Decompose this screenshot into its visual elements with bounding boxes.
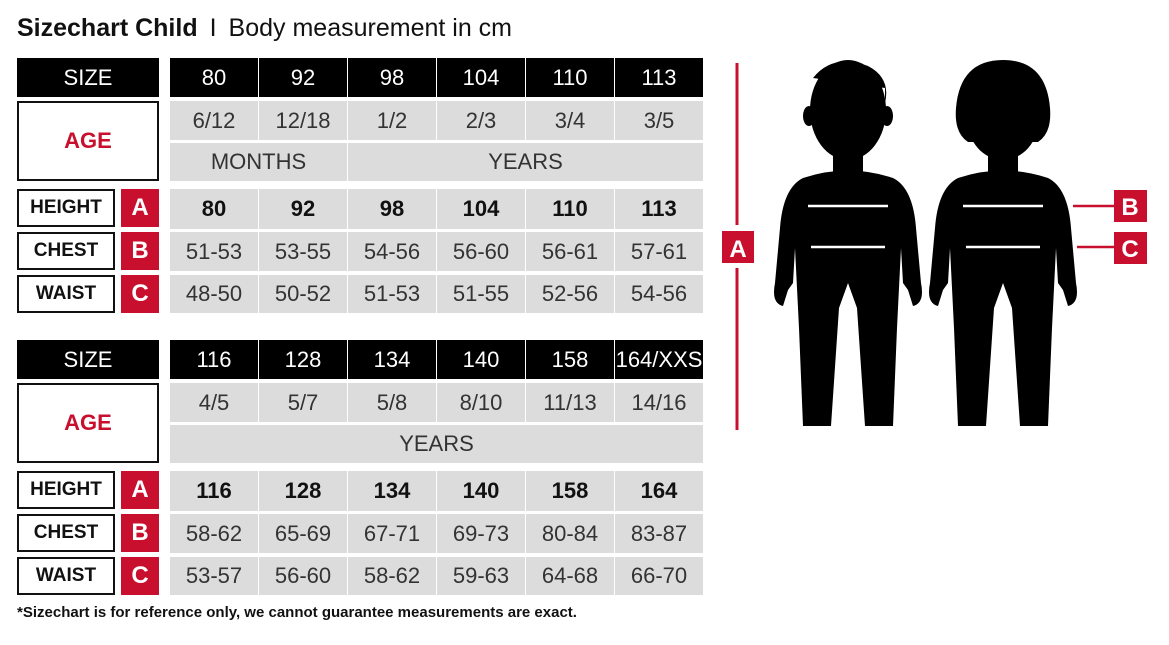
waist-label: WAIST — [17, 557, 115, 595]
age-value: 6/12 — [170, 101, 258, 140]
height-value: 128 — [259, 471, 347, 511]
waist-value: 56-60 — [259, 557, 347, 595]
waist-value: 59-63 — [437, 557, 525, 595]
height-letter-badge: A — [121, 471, 159, 509]
waist-value: 66-70 — [615, 557, 703, 595]
age-value: 1/2 — [348, 101, 436, 140]
chest-value: 65-69 — [259, 514, 347, 553]
chest-letter-badge: B — [121, 232, 159, 270]
waist-letter-badge: C — [121, 275, 159, 313]
age-value: 12/18 — [259, 101, 347, 140]
age-value: 14/16 — [615, 383, 703, 422]
waist-value: 51-53 — [348, 275, 436, 313]
marker-c-box — [1114, 232, 1147, 264]
marker-a-box — [722, 231, 754, 263]
chest-value: 51-53 — [170, 232, 258, 271]
size-value: 134 — [348, 340, 436, 379]
chest-value: 83-87 — [615, 514, 703, 553]
waist-value: 51-55 — [437, 275, 525, 313]
chest-label: CHEST — [17, 232, 115, 270]
boy-silhouette-icon — [774, 60, 922, 426]
chest-label: CHEST — [17, 514, 115, 552]
age-value: 5/7 — [259, 383, 347, 422]
girl-silhouette-icon — [929, 60, 1077, 426]
height-value: 116 — [170, 471, 258, 511]
age-unit: YEARS — [170, 425, 703, 463]
age-value: 5/8 — [348, 383, 436, 422]
title-main: Sizechart Child — [17, 14, 198, 42]
age-unit: MONTHS — [170, 143, 347, 181]
height-value: 80 — [170, 189, 258, 229]
height-letter-badge: A — [121, 189, 159, 227]
age-value: 3/5 — [615, 101, 703, 140]
height-value: 110 — [526, 189, 614, 229]
page-title: Sizechart Child I Body measurement in cm — [17, 14, 512, 43]
chest-value: 69-73 — [437, 514, 525, 553]
waist-label: WAIST — [17, 275, 115, 313]
size-value: 164/XXS — [615, 340, 703, 379]
height-value: 113 — [615, 189, 703, 229]
size-value: 98 — [348, 58, 436, 97]
size-value: 80 — [170, 58, 258, 97]
chest-value: 58-62 — [170, 514, 258, 553]
age-label: AGE — [17, 101, 159, 181]
marker-b-box — [1114, 190, 1147, 222]
chest-value: 80-84 — [526, 514, 614, 553]
chest-value: 56-61 — [526, 232, 614, 271]
size-value: 113 — [615, 58, 703, 97]
waist-value: 64-68 — [526, 557, 614, 595]
title-separator: I — [209, 14, 217, 42]
marker-b-label: B — [1121, 194, 1138, 221]
size-value: 116 — [170, 340, 258, 379]
age-value: 4/5 — [170, 383, 258, 422]
height-value: 158 — [526, 471, 614, 511]
height-value: 164 — [615, 471, 703, 511]
chest-value: 57-61 — [615, 232, 703, 271]
height-value: 92 — [259, 189, 347, 229]
waist-value: 52-56 — [526, 275, 614, 313]
waist-value: 50-52 — [259, 275, 347, 313]
age-label: AGE — [17, 383, 159, 463]
waist-letter-badge: C — [121, 557, 159, 595]
size-value: 92 — [259, 58, 347, 97]
age-value: 8/10 — [437, 383, 525, 422]
chest-value: 53-55 — [259, 232, 347, 271]
chest-value: 56-60 — [437, 232, 525, 271]
marker-a-label: A — [729, 236, 746, 263]
size-value: 128 — [259, 340, 347, 379]
waist-value: 48-50 — [170, 275, 258, 313]
height-value: 140 — [437, 471, 525, 511]
age-value: 11/13 — [526, 383, 614, 422]
chest-value: 67-71 — [348, 514, 436, 553]
size-value: 110 — [526, 58, 614, 97]
waist-value: 58-62 — [348, 557, 436, 595]
height-value: 98 — [348, 189, 436, 229]
height-label: HEIGHT — [17, 189, 115, 227]
footnote: *Sizechart is for reference only, we can… — [17, 604, 577, 621]
size-value: 158 — [526, 340, 614, 379]
size-value: 140 — [437, 340, 525, 379]
size-value: 104 — [437, 58, 525, 97]
title-subtitle: Body measurement in cm — [228, 14, 512, 42]
age-unit: YEARS — [348, 143, 703, 181]
chest-letter-badge: B — [121, 514, 159, 552]
size-header: SIZE — [17, 340, 159, 379]
height-value: 134 — [348, 471, 436, 511]
height-label: HEIGHT — [17, 471, 115, 509]
chest-value: 54-56 — [348, 232, 436, 271]
height-value: 104 — [437, 189, 525, 229]
waist-value: 54-56 — [615, 275, 703, 313]
marker-c-label: C — [1121, 236, 1138, 263]
size-header: SIZE — [17, 58, 159, 97]
age-value: 2/3 — [437, 101, 525, 140]
age-value: 3/4 — [526, 101, 614, 140]
waist-value: 53-57 — [170, 557, 258, 595]
